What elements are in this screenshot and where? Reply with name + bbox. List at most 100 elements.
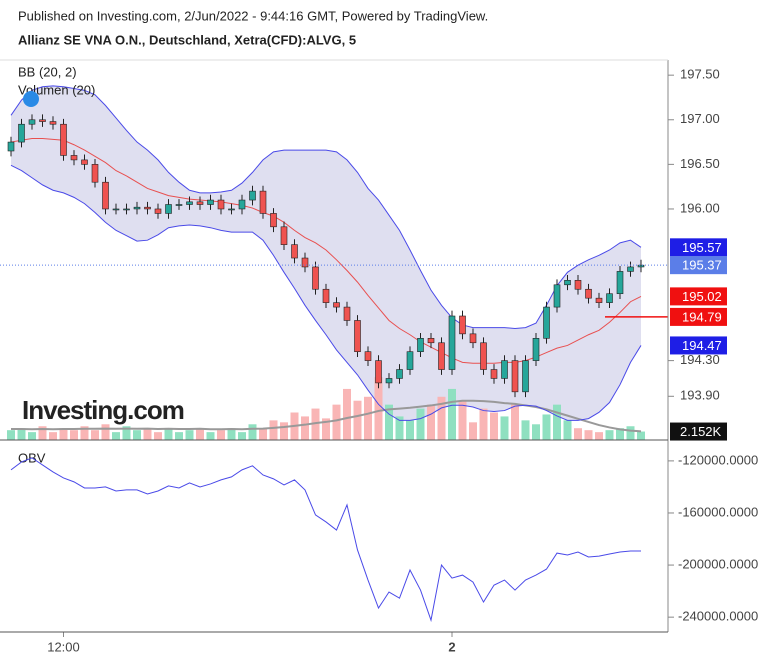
volume-bar xyxy=(469,422,477,440)
volume-bar xyxy=(605,430,614,440)
volume-bar xyxy=(521,420,530,440)
candle-body xyxy=(18,123,25,143)
candle-body xyxy=(207,199,214,205)
candle-body xyxy=(616,271,624,295)
candle-body xyxy=(543,306,550,339)
volume-bar xyxy=(427,404,435,440)
volume-bar xyxy=(101,424,110,440)
volume-bar xyxy=(70,430,78,440)
candle-body xyxy=(585,288,592,299)
candle-body xyxy=(154,208,162,214)
x-tick-label: 2 xyxy=(448,639,455,654)
volume-bar xyxy=(133,430,141,440)
volume-bar xyxy=(311,408,320,440)
y-tick-label: 196.50 xyxy=(680,156,720,171)
logo-badge xyxy=(23,91,39,107)
candle-body xyxy=(417,338,424,352)
candle-body xyxy=(301,257,309,268)
candle-body xyxy=(270,213,277,228)
y-tick-label: -120000.0000 xyxy=(678,452,758,467)
volume-bar xyxy=(353,400,362,440)
candle-body xyxy=(228,208,235,211)
candle-body xyxy=(91,164,99,183)
volume-bar xyxy=(154,432,162,440)
volume-bar xyxy=(511,404,519,440)
volume-bar xyxy=(490,412,498,440)
volume-bar xyxy=(584,430,593,440)
volume-bar xyxy=(332,404,341,440)
published-note: Published on Investing.com, 2/Jun/2022 -… xyxy=(18,8,488,23)
price-label: 194.47 xyxy=(682,338,722,353)
watermark: Investing.com xyxy=(22,395,184,425)
volume-label-box xyxy=(670,422,727,441)
volume-bar xyxy=(416,408,425,440)
volume-bar xyxy=(563,420,572,440)
volume-bar xyxy=(574,428,582,440)
candle-body xyxy=(564,280,571,286)
chart-title: Allianz SE VNA O.N., Deutschland, Xetra(… xyxy=(18,32,356,47)
volume-bar xyxy=(7,430,15,440)
legend-entry: Volumen (20) xyxy=(18,82,95,97)
volume-bar xyxy=(301,416,309,440)
volume-bar xyxy=(458,400,467,440)
candle-body xyxy=(70,155,78,161)
candle-body xyxy=(312,266,319,290)
candle-body xyxy=(396,369,403,379)
candle-body xyxy=(553,284,561,308)
y-tick-label: 196.00 xyxy=(680,200,720,215)
volume-bar xyxy=(626,426,635,440)
y-tick-label: -240000.0000 xyxy=(678,609,758,624)
volume-bar xyxy=(553,404,561,440)
candle-body xyxy=(490,369,498,379)
volume-bar xyxy=(248,424,257,440)
volume-bar xyxy=(227,428,236,440)
price-label-box xyxy=(670,287,727,306)
volume-ma xyxy=(11,399,642,433)
volume-bar xyxy=(259,428,267,440)
volume-bar xyxy=(38,426,47,440)
candle-body xyxy=(364,351,372,361)
candle-body xyxy=(60,123,67,156)
volume-bar xyxy=(59,428,68,440)
volume-bar xyxy=(374,377,383,440)
candle-body xyxy=(7,141,15,152)
candle-body xyxy=(133,206,141,210)
candle-body xyxy=(469,333,477,344)
candle-body xyxy=(501,360,508,379)
candle-body xyxy=(459,315,466,335)
candle-body xyxy=(406,351,414,370)
price-label-box xyxy=(670,336,727,355)
candle-body xyxy=(39,119,46,122)
volume-bar xyxy=(616,428,624,440)
candle-body xyxy=(480,342,487,370)
candle-body xyxy=(522,360,529,393)
candle-body xyxy=(112,208,120,211)
candle-body xyxy=(123,208,130,211)
candle-body xyxy=(511,360,519,393)
volume-bar xyxy=(238,432,246,440)
volume-bar xyxy=(406,420,414,440)
volume-bar xyxy=(385,404,393,440)
candle-body xyxy=(574,280,582,290)
volume-bar xyxy=(28,432,36,440)
volume-bar xyxy=(500,416,509,440)
candle-body xyxy=(291,244,298,259)
volume-bar xyxy=(322,418,330,440)
candle-body xyxy=(81,159,88,165)
legend-entry: BB (20, 2) xyxy=(18,64,77,79)
volume-bar xyxy=(637,431,645,440)
candle-body xyxy=(532,338,540,361)
obv-line xyxy=(10,457,641,623)
volume-bar xyxy=(175,432,183,440)
y-tick-label: -200000.0000 xyxy=(678,557,758,572)
volume-bar xyxy=(143,428,152,440)
volume-bar xyxy=(217,430,225,440)
volume-bar xyxy=(280,422,288,440)
volume-bar xyxy=(91,430,99,440)
y-tick-label: 197.50 xyxy=(680,67,720,82)
y-tick-label: 197.00 xyxy=(680,111,720,126)
volume-bar xyxy=(437,396,446,440)
candle-body xyxy=(49,121,57,125)
bollinger-lower xyxy=(10,164,642,421)
candle-body xyxy=(259,190,267,214)
